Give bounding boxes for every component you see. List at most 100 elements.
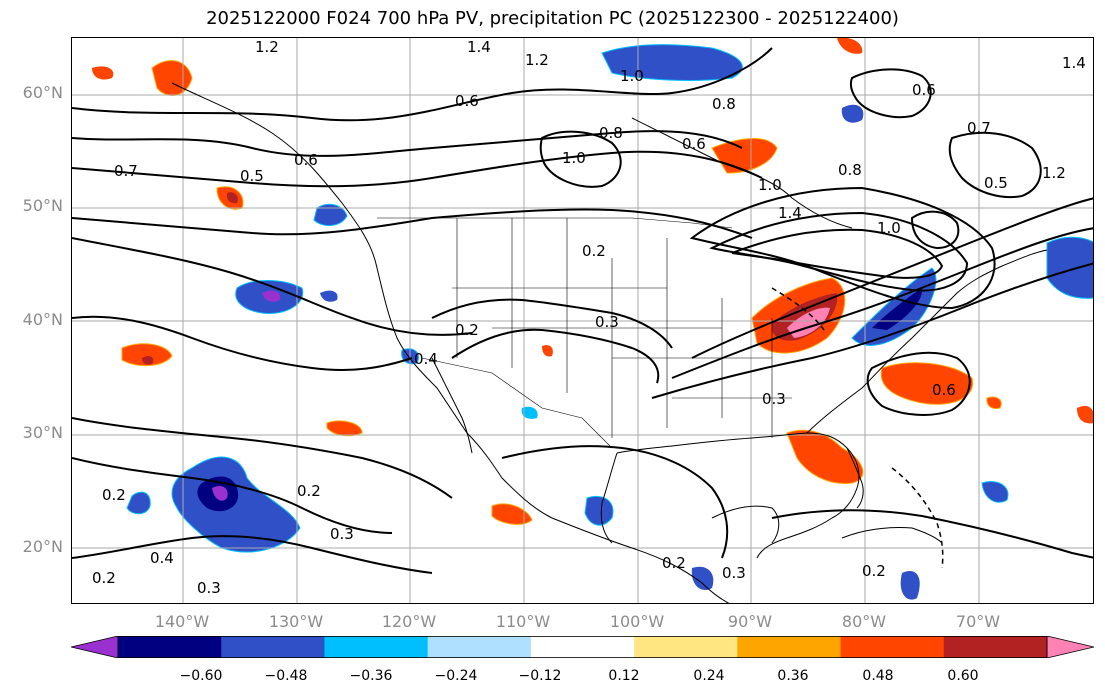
colorbar-segment: [943, 636, 1048, 658]
precip-positive-area: [121, 343, 173, 366]
precip-shading: [92, 38, 1093, 600]
precip-negative-area: [851, 267, 937, 346]
contour-label: 1.0: [877, 219, 901, 237]
colorbar-segment: [634, 636, 738, 658]
pv-contour-line: [72, 535, 433, 574]
pv-contour-line: [709, 211, 969, 292]
contour-label: 0.6: [294, 151, 318, 169]
contour-label: 0.5: [984, 174, 1008, 192]
precip-positive-area: [837, 38, 863, 54]
pv-contour-line: [72, 417, 453, 499]
contour-label: 1.4: [1062, 54, 1086, 72]
precip-negative-area: [320, 290, 338, 302]
state-borders: [452, 218, 792, 438]
pv-contour-line: [72, 130, 743, 157]
colorbar-extend-low: [71, 636, 119, 658]
coastline-hudson-bay: [631, 117, 853, 229]
contour-label: 0.6: [455, 92, 479, 110]
contour-labels: 1.2 1.4 1.2 1.0 0.6 0.8 0.8 0.6 1.0 0.6 …: [92, 38, 1086, 597]
contour-label: 0.3: [330, 525, 354, 543]
map-canvas: 1.2 1.4 1.2 1.0 0.6 0.8 0.8 0.6 1.0 0.6 …: [72, 38, 1093, 603]
contour-label: 0.8: [599, 124, 623, 142]
contour-label: 1.2: [525, 51, 549, 69]
pv-contour-line: [691, 197, 1093, 359]
contour-label: 1.4: [467, 38, 491, 56]
border-us-mexico: [421, 357, 613, 449]
contour-label: 0.2: [455, 321, 479, 339]
lon-label-110w: 110°W: [495, 612, 551, 631]
contour-label: 1.2: [1042, 164, 1066, 182]
pv-contour-line: [72, 150, 763, 188]
pv-contour-line: [948, 131, 1042, 199]
contour-label: 0.6: [932, 381, 956, 399]
pv-contour-line: [771, 509, 1093, 559]
coastline-cuba: [841, 527, 943, 544]
precip-positive-area: [986, 396, 1002, 409]
pv-contour-line: [431, 298, 673, 349]
contour-label: 0.3: [762, 390, 786, 408]
lon-label-120w: 120°W: [381, 612, 437, 631]
precip-negative-area: [1046, 236, 1093, 299]
colorbar-tick: 0.60: [947, 668, 979, 684]
colorbar-segment: [840, 636, 945, 658]
lon-label-80w: 80°W: [841, 612, 887, 631]
colorbar-segments: [71, 636, 1094, 658]
colorbar-segment: [118, 636, 222, 658]
precip-positive-area: [151, 60, 193, 96]
lon-label-70w: 70°W: [955, 612, 1001, 631]
precip-positive-area: [1077, 405, 1093, 424]
lon-label-100w: 100°W: [609, 612, 665, 631]
lat-label-60n: 60°N: [22, 83, 63, 102]
coastline-gulf-mexico: [616, 432, 860, 559]
precip-negative-area: [872, 288, 923, 330]
precip-positive-area: [711, 138, 778, 174]
pv-contour-line: [72, 237, 473, 336]
contour-label: 0.7: [967, 119, 991, 137]
colorbar-segment: [737, 636, 842, 658]
colorbar-segment: [427, 636, 532, 658]
precip-negative-area: [171, 456, 301, 553]
contour-label: 0.7: [114, 162, 138, 180]
colorbar-segment: [221, 636, 325, 658]
coastline-baja: [431, 357, 473, 454]
colorbar-tick: 0.12: [608, 668, 640, 684]
contour-label: 0.6: [682, 135, 706, 153]
colorbar-tick: 0.24: [693, 668, 725, 684]
contour-label: 1.0: [758, 176, 782, 194]
colorbar-tick: −0.36: [349, 668, 393, 684]
pv-contour-line: [651, 262, 1093, 399]
colorbar-tick: −0.24: [434, 668, 478, 684]
precip-positive-area: [92, 66, 114, 80]
pv-contour-line: [72, 315, 413, 371]
lat-label-20n: 20°N: [22, 537, 63, 556]
precip-negative-area: [262, 290, 281, 302]
precip-negative-area: [900, 570, 920, 600]
precip-negative-area: [601, 44, 743, 81]
lat-label-30n: 30°N: [22, 423, 63, 442]
lat-label-40n: 40°N: [22, 310, 63, 329]
contour-label: 0.4: [150, 549, 174, 567]
contour-label: 0.3: [722, 564, 746, 582]
coastline-mexico-east: [600, 452, 618, 544]
contour-label: 1.0: [562, 149, 586, 167]
contour-label: 0.5: [240, 167, 264, 185]
colorbar-border: [117, 636, 1048, 658]
precip-negative-area: [126, 491, 151, 515]
lon-label-140w: 140°W: [154, 612, 210, 631]
contour-label: 0.2: [297, 482, 321, 500]
coastline-yucatan: [711, 505, 780, 544]
lat-label-50n: 50°N: [22, 196, 63, 215]
graticule: [72, 38, 1093, 603]
colorbar-tick: −0.60: [179, 668, 223, 684]
contour-label: 1.2: [255, 38, 279, 56]
colorbar-segment: [324, 636, 429, 658]
precip-negative-area: [313, 203, 348, 226]
precip-positive-area: [491, 503, 533, 525]
pv-contour-line: [451, 328, 660, 384]
pv-contour-line: [866, 351, 971, 416]
colorbar-tick: 0.48: [862, 668, 894, 684]
colorbar-tick: −0.48: [264, 668, 308, 684]
precip-positive-area: [542, 345, 553, 357]
pv-contour-line: [72, 457, 393, 534]
coastline-florida: [846, 447, 864, 509]
